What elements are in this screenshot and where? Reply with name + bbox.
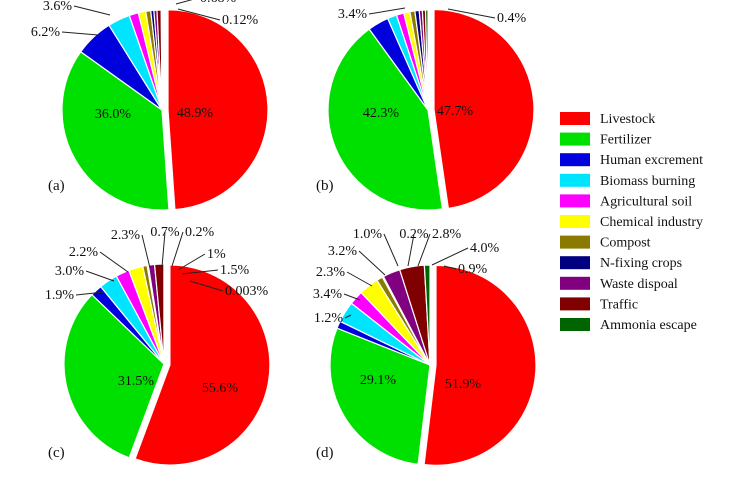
outer-percent-label: 0.2% (185, 225, 215, 240)
leader-line (85, 270, 115, 282)
leader-line (141, 234, 151, 269)
leader-line (73, 5, 111, 16)
leader-line (346, 271, 373, 287)
leader-line (181, 269, 219, 275)
pie-chart-panel: 55.6% 31.5% 1.9% 3.0% 2.2% 2.3% 0.7% 0.2% 1%1.5%… (45, 225, 271, 466)
outer-percent-label: 0.7% (150, 225, 180, 240)
pie-slice-ammonia-escape (423, 264, 431, 366)
pie-chart-panel: 51.9% 29.1% 1.2% 3.4% 2.3% 3.2% 1.0% 0.2% 2.8% 4.… (313, 227, 537, 466)
leader-line (383, 233, 399, 267)
leader-line (171, 231, 184, 267)
outer-percent-label: 3.4% (338, 7, 368, 22)
outer-percent-label: 2.8% (432, 227, 462, 242)
pie-slice-livestock (433, 8, 535, 210)
leader-line (431, 247, 469, 266)
leader-line (343, 293, 361, 301)
legend-label: Ammonia escape (600, 318, 697, 333)
legend-swatch (560, 235, 590, 249)
pie-chart-panel: 48.9% 36.0% 6.2% 3.6% 0.68% 0.12% (a) (31, 0, 269, 211)
legend-swatch (560, 256, 590, 270)
panel-label: (c) (48, 445, 65, 461)
legend-swatch (560, 173, 590, 187)
pie-slice-fertilizer (63, 293, 165, 459)
leader-line (447, 8, 496, 19)
leader-line (161, 231, 166, 268)
leader-line (177, 253, 206, 271)
panel-label: (d) (316, 445, 334, 461)
leader-line (99, 251, 129, 273)
outer-percent-label: 0.4% (497, 11, 527, 26)
outer-percent-label: 4.0% (470, 241, 500, 256)
outer-percent-label: 3.0% (55, 264, 85, 279)
leader-line (368, 7, 406, 15)
leader-line (177, 8, 221, 21)
legend-label: Livestock (600, 112, 655, 127)
leader-line (189, 280, 224, 292)
inner-percent-label: 55.6% (202, 381, 239, 396)
pie-slice-ammonia-escape (424, 9, 429, 111)
legend-label: Compost (600, 236, 651, 251)
outer-percent-label: 1.0% (353, 227, 383, 242)
legend-label: Waste dispoal (600, 277, 678, 292)
outer-percent-label: 3.6% (43, 0, 73, 14)
pie-slice-ammonia-escape (160, 9, 163, 111)
legend-label: Agricultural soil (600, 194, 692, 209)
outer-percent-label: 2.3% (316, 265, 346, 280)
pie-slice-livestock (423, 264, 537, 466)
legend-swatch (560, 112, 590, 125)
inner-percent-label: 31.5% (118, 374, 155, 389)
panel-label: (a) (48, 178, 65, 194)
outer-percent-label: 0.12% (222, 13, 259, 28)
outer-percent-label: 6.2% (31, 25, 61, 40)
legend-swatch (560, 194, 590, 208)
outer-percent-label: 1.5% (220, 263, 250, 278)
legend-label: Traffic (600, 297, 638, 312)
pie-slice-fertilizer (329, 327, 431, 465)
outer-percent-label: 0.9% (458, 262, 488, 277)
legend-label: N-fixing crops (600, 256, 682, 271)
leader-line (358, 250, 386, 276)
inner-percent-label: 29.1% (360, 373, 397, 388)
leader-line (443, 265, 457, 270)
leader-line (417, 233, 431, 267)
legend-label: Biomass burning (600, 174, 695, 189)
legend-swatch (560, 276, 590, 290)
legend-label: Human excrement (600, 153, 703, 168)
legend-swatch (560, 318, 590, 331)
inner-percent-label: 47.7% (437, 104, 474, 119)
leader-line (61, 31, 99, 36)
outer-percent-label: 1.2% (314, 311, 344, 326)
panel-label: (b) (316, 178, 334, 194)
inner-percent-label: 36.0% (95, 107, 132, 122)
outer-percent-label: 1.9% (45, 288, 75, 303)
leader-line (175, 0, 193, 5)
legend-swatch (560, 132, 590, 146)
pie-slice-fertilizer (61, 50, 170, 211)
legend-swatch (560, 297, 590, 311)
outer-percent-label: 1% (207, 247, 226, 262)
inner-percent-label: 51.9% (445, 377, 482, 392)
leader-line (407, 233, 415, 267)
inner-percent-label: 48.9% (177, 106, 214, 121)
outer-percent-label: 3.2% (328, 244, 358, 259)
pie-chart-panel: 47.7% 42.3% 3.4% 0.4% (b) (316, 7, 535, 211)
inner-percent-label: 42.3% (363, 106, 400, 121)
legend-label: Fertilizer (600, 133, 652, 148)
legend-swatch (560, 215, 590, 228)
outer-percent-label: 3.4% (313, 287, 343, 302)
leader-line (75, 291, 105, 296)
legend: Livestock Fertilizer Human excrement Biomas… (560, 112, 703, 333)
legend-label: Chemical industry (600, 215, 703, 230)
leader-line (344, 314, 352, 319)
outer-percent-label: 0.003% (225, 284, 269, 299)
pie-slice-livestock (134, 264, 271, 466)
outer-percent-label: 0.2% (399, 227, 429, 242)
legend-swatch (560, 153, 590, 167)
outer-percent-label: 2.3% (111, 228, 141, 243)
pie-slice-fertilizer (327, 28, 444, 211)
outer-percent-label: 0.68% (200, 0, 237, 6)
outer-percent-label: 2.2% (69, 245, 99, 260)
pie-slice-livestock (167, 9, 269, 211)
